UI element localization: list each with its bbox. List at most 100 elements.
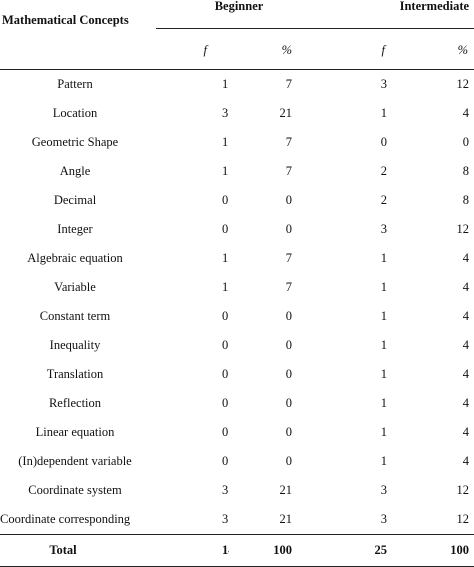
beginner-percent-cell: 7 (285, 280, 293, 294)
total-row: Total 14 100 25 100 (0, 534, 474, 567)
table-row: Inequality 0 0 1 4 (0, 331, 474, 360)
subheader-beginner-f: f (156, 28, 229, 70)
concept-cell: Reflection (48, 396, 102, 410)
intermediate-f-cell: 3 (380, 483, 388, 497)
table-row: Integer 0 0 3 12 (0, 215, 474, 244)
beginner-f-cell: 1 (222, 164, 229, 178)
concept-cell: Pattern (57, 77, 93, 91)
concept-cell: Location (52, 106, 98, 120)
concept-cell: Integer (57, 222, 93, 236)
table-body: Pattern 1 7 3 12 Location 3 21 1 4 Geome… (0, 70, 474, 567)
intermediate-percent-cell: 4 (462, 396, 470, 410)
intermediate-percent-cell: 4 (462, 309, 470, 323)
concept-cell: Variable (54, 280, 96, 294)
concept-cell: Angle (59, 164, 91, 178)
table-row: Translation 0 0 1 4 (0, 360, 474, 389)
beginner-f-cell: 1 (222, 251, 229, 265)
table-row: Geometric Shape 1 7 0 0 (0, 128, 474, 157)
intermediate-f-cell: 1 (380, 251, 388, 265)
beginner-percent-cell: 21 (279, 512, 293, 526)
header-row-subcolumns: f % f % (0, 28, 474, 70)
intermediate-f-cell: 3 (380, 77, 388, 91)
beginner-f-cell: 1 (222, 135, 229, 149)
intermediate-f-cell: 1 (380, 396, 388, 410)
intermediate-percent-cell: 4 (462, 338, 470, 352)
intermediate-f-cell: 1 (380, 454, 388, 468)
intermediate-f-cell: 3 (380, 222, 388, 236)
total-intermediate-f: 25 (314, 534, 396, 567)
concept-cell: Translation (46, 367, 104, 381)
beginner-f-cell: 0 (222, 367, 229, 381)
concept-cell: Coordinate system (28, 483, 122, 497)
total-beginner-f: 14 (156, 534, 229, 567)
intermediate-percent-cell: 4 (462, 106, 470, 120)
table-header: Mathematical Concepts Beginner Intermedi… (0, 0, 474, 70)
intermediate-f-cell: 1 (380, 309, 388, 323)
total-intermediate-percent: 100 (395, 534, 474, 567)
table-row: Angle 1 7 2 8 (0, 157, 474, 186)
beginner-percent-cell: 7 (285, 77, 293, 91)
beginner-percent-cell: 0 (285, 396, 293, 410)
beginner-percent-cell: 0 (285, 425, 293, 439)
subheader-intermediate-f: f (314, 28, 396, 70)
intermediate-percent-cell: 12 (456, 222, 470, 236)
concept-cell: Geometric Shape (31, 135, 119, 149)
table-row: Algebraic equation 1 7 1 4 (0, 244, 474, 273)
concept-cell: Algebraic equation (27, 251, 123, 265)
concept-cell: (In)dependent variable (18, 454, 132, 468)
concept-cell: Decimal (53, 193, 97, 207)
beginner-percent-cell: 0 (285, 338, 293, 352)
intermediate-percent-cell: 0 (462, 135, 470, 149)
intermediate-percent-cell: 12 (456, 483, 470, 497)
beginner-percent-cell: 21 (279, 106, 293, 120)
intermediate-f-cell: 1 (380, 280, 388, 294)
concept-cell: Inequality (49, 338, 101, 352)
beginner-f-cell: 1 (222, 280, 229, 294)
beginner-f-cell: 0 (222, 309, 229, 323)
beginner-percent-cell: 0 (285, 309, 293, 323)
beginner-f-cell: 3 (222, 106, 229, 120)
intermediate-f-cell: 0 (380, 135, 388, 149)
intermediate-percent-cell: 12 (456, 77, 470, 91)
table-row: Coordinate corresponding 3 21 3 12 (0, 505, 474, 535)
beginner-percent-cell: 21 (279, 483, 293, 497)
beginner-percent-cell: 7 (285, 135, 293, 149)
column-group-beginner: Beginner (156, 0, 315, 29)
intermediate-f-cell: 1 (380, 367, 388, 381)
intermediate-f-cell: 3 (380, 512, 388, 526)
beginner-f-cell: 0 (222, 222, 229, 236)
intermediate-f-cell: 1 (380, 425, 388, 439)
column-header-concepts: Mathematical Concepts (0, 0, 156, 70)
beginner-f-cell: 0 (222, 454, 229, 468)
intermediate-percent-cell: 8 (462, 193, 470, 207)
intermediate-f-cell: 2 (380, 193, 388, 207)
table-row: Pattern 1 7 3 12 (0, 70, 474, 100)
table-row: Coordinate system 3 21 3 12 (0, 476, 474, 505)
table-row: Reflection 0 0 1 4 (0, 389, 474, 418)
beginner-percent-cell: 7 (285, 251, 293, 265)
beginner-percent-cell: 0 (285, 193, 293, 207)
beginner-f-cell: 0 (222, 193, 229, 207)
intermediate-percent-cell: 4 (462, 280, 470, 294)
concept-cell: Coordinate corresponding (0, 512, 131, 526)
table-row: Decimal 0 0 2 8 (0, 186, 474, 215)
intermediate-percent-cell: 4 (462, 367, 470, 381)
intermediate-percent-cell: 4 (462, 251, 470, 265)
intermediate-f-cell: 1 (380, 106, 388, 120)
beginner-percent-cell: 7 (285, 164, 293, 178)
subheader-beginner-percent: % (229, 28, 315, 70)
header-row-groups: Mathematical Concepts Beginner Intermedi… (0, 0, 474, 70)
intermediate-f-cell: 2 (380, 164, 388, 178)
intermediate-percent-cell: 4 (462, 454, 470, 468)
column-group-intermediate: Intermediate (314, 0, 474, 29)
intermediate-percent-cell: 8 (462, 164, 470, 178)
beginner-f-cell: 0 (222, 396, 229, 410)
intermediate-percent-cell: 12 (456, 512, 470, 526)
beginner-percent-cell: 0 (285, 454, 293, 468)
beginner-f-cell: 3 (222, 483, 229, 497)
beginner-f-cell: 0 (222, 338, 229, 352)
concept-cell: Constant term (39, 309, 111, 323)
total-beginner-percent: 100 (229, 534, 315, 567)
table-row: Constant term 0 0 1 4 (0, 302, 474, 331)
total-label: Total (0, 534, 156, 567)
